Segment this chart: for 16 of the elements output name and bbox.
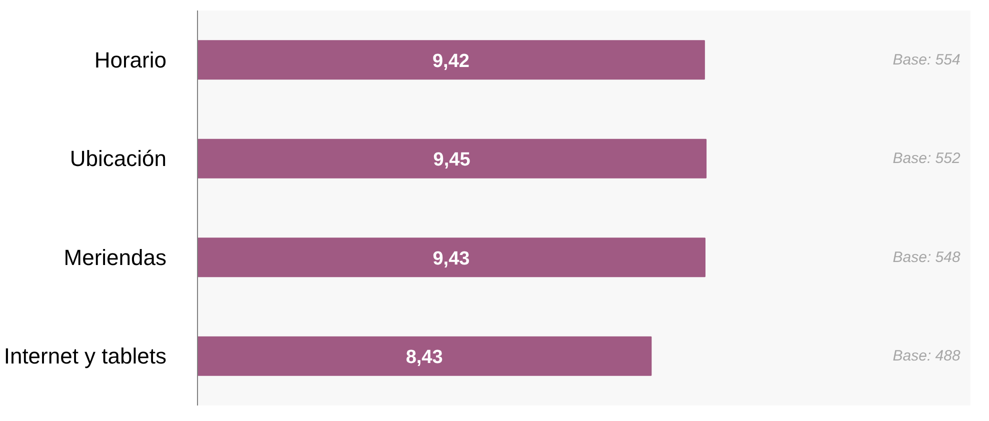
bar <box>198 336 652 376</box>
bar <box>198 138 707 178</box>
y-tick-label: Meriendas <box>64 244 166 270</box>
bar <box>198 238 706 278</box>
data-label: 9,45 <box>433 150 471 171</box>
y-tick-label: Horario <box>94 47 167 72</box>
text: Base: 548 <box>892 248 961 266</box>
bar <box>198 40 705 80</box>
data-label: 8,43 <box>406 347 443 368</box>
data-label: 9,43 <box>432 248 470 270</box>
y-tick-label: Internet y tablets <box>4 344 167 369</box>
text: Base: 488 <box>892 348 961 365</box>
y-tick-label: Ubicación <box>70 146 167 172</box>
text: Base: 554 <box>892 51 960 68</box>
text: Base: 552 <box>892 150 961 168</box>
data-label: 9,42 <box>432 50 470 72</box>
